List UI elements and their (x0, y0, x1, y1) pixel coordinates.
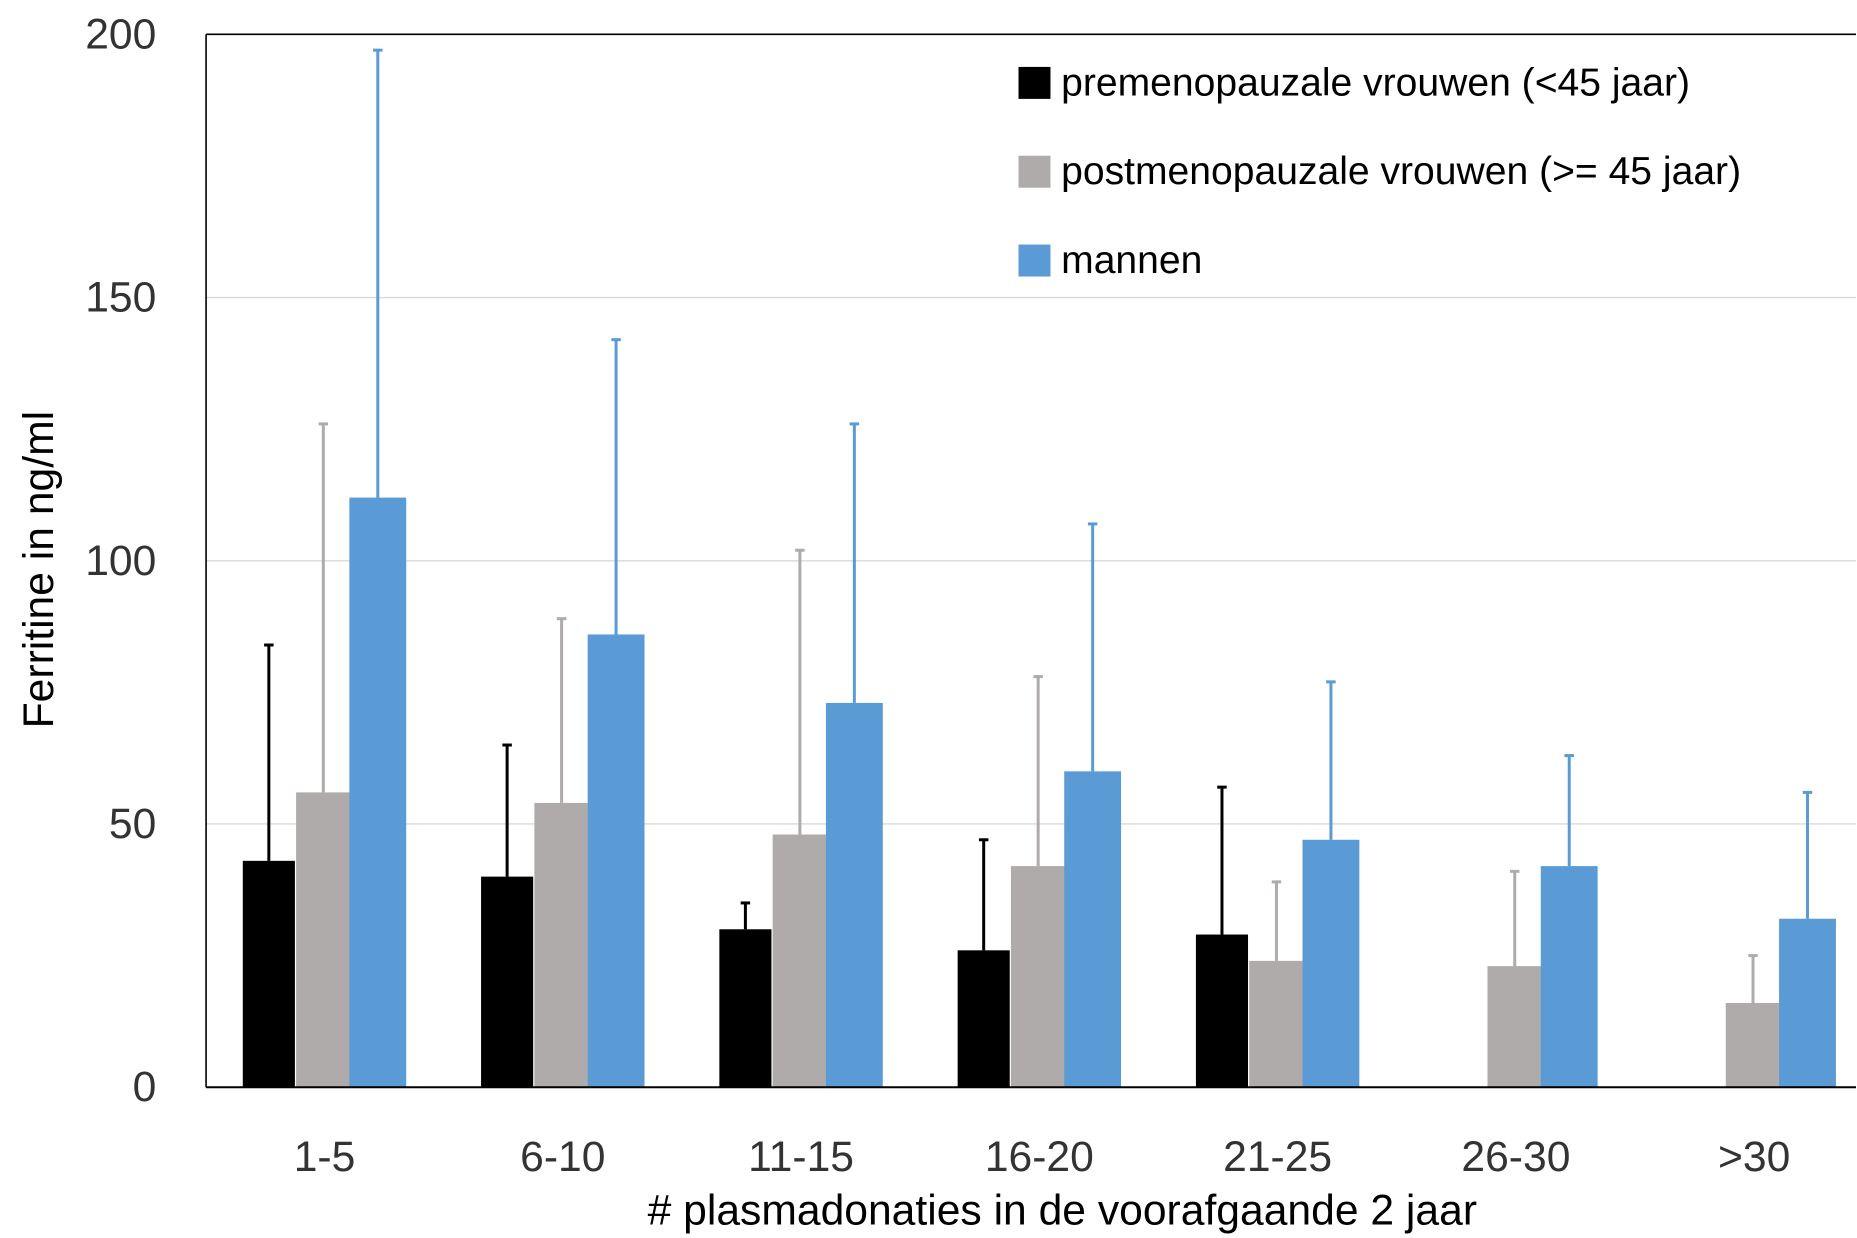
bar-series1-2 (772, 834, 828, 1088)
bar-series1-3 (1010, 866, 1066, 1088)
axes (205, 33, 1856, 1089)
bar-series0-0 (242, 860, 295, 1088)
legend-label-1: postmenopauzale vrouwen (>= 45 jaar) (1061, 150, 1741, 193)
bar-series2-1 (587, 634, 645, 1088)
legend-swatch-0 (1018, 66, 1051, 99)
legend-swatch-2 (1018, 244, 1051, 277)
x-tick-labels: 1-5 6-10 11-15 16-20 21-25 26-30 >30 (294, 1133, 1791, 1181)
x-tick-label-1: 6-10 (520, 1133, 605, 1181)
y-axis-title: Ferritine in ng/ml (15, 411, 63, 728)
bar-series0-2 (719, 929, 772, 1088)
x-tick-label-0: 1-5 (294, 1133, 356, 1181)
x-tick-label-4: 21-25 (1223, 1133, 1332, 1181)
bar-series2-0 (349, 497, 407, 1088)
bar-series1-0 (296, 792, 351, 1088)
bar-series1-6 (1725, 1002, 1781, 1088)
bar-series1-5 (1487, 966, 1542, 1088)
error-bars (264, 48, 1813, 1003)
x-tick-label-6: >30 (1718, 1133, 1790, 1181)
bar-series0-4 (1195, 934, 1249, 1088)
bar-series0-1 (481, 876, 534, 1088)
bar-series1-4 (1249, 960, 1304, 1088)
y-tick-label-0: 0 (133, 1063, 157, 1111)
y-tick-label-200: 200 (85, 10, 156, 58)
bar-series2-4 (1302, 839, 1360, 1088)
y-tick-label-100: 100 (85, 537, 156, 585)
legend-swatch-1 (1018, 155, 1051, 188)
x-tick-label-3: 16-20 (985, 1133, 1094, 1181)
legend-label-0: premenopauzale vrouwen (<45 jaar) (1061, 61, 1690, 104)
x-axis-title: # plasmadonaties in de voorafgaande 2 ja… (648, 1186, 1477, 1234)
bar-series2-3 (1064, 771, 1122, 1088)
bar-series1-1 (534, 802, 589, 1088)
y-tick-labels: 0 50 100 150 200 (85, 10, 156, 1111)
legend: premenopauzale vrouwen (<45 jaar) postmen… (1018, 61, 1741, 282)
y-tick-label-150: 150 (85, 274, 156, 322)
bar-series0-3 (957, 950, 1010, 1088)
x-tick-label-2: 11-15 (748, 1133, 854, 1181)
y-tick-label-50: 50 (109, 800, 156, 848)
bars (242, 497, 1836, 1088)
bar-series2-6 (1779, 918, 1836, 1088)
legend-label-2: mannen (1061, 239, 1202, 282)
x-tick-label-5: 26-30 (1461, 1133, 1570, 1181)
bar-series2-2 (825, 702, 883, 1088)
bar-series2-5 (1540, 866, 1598, 1088)
